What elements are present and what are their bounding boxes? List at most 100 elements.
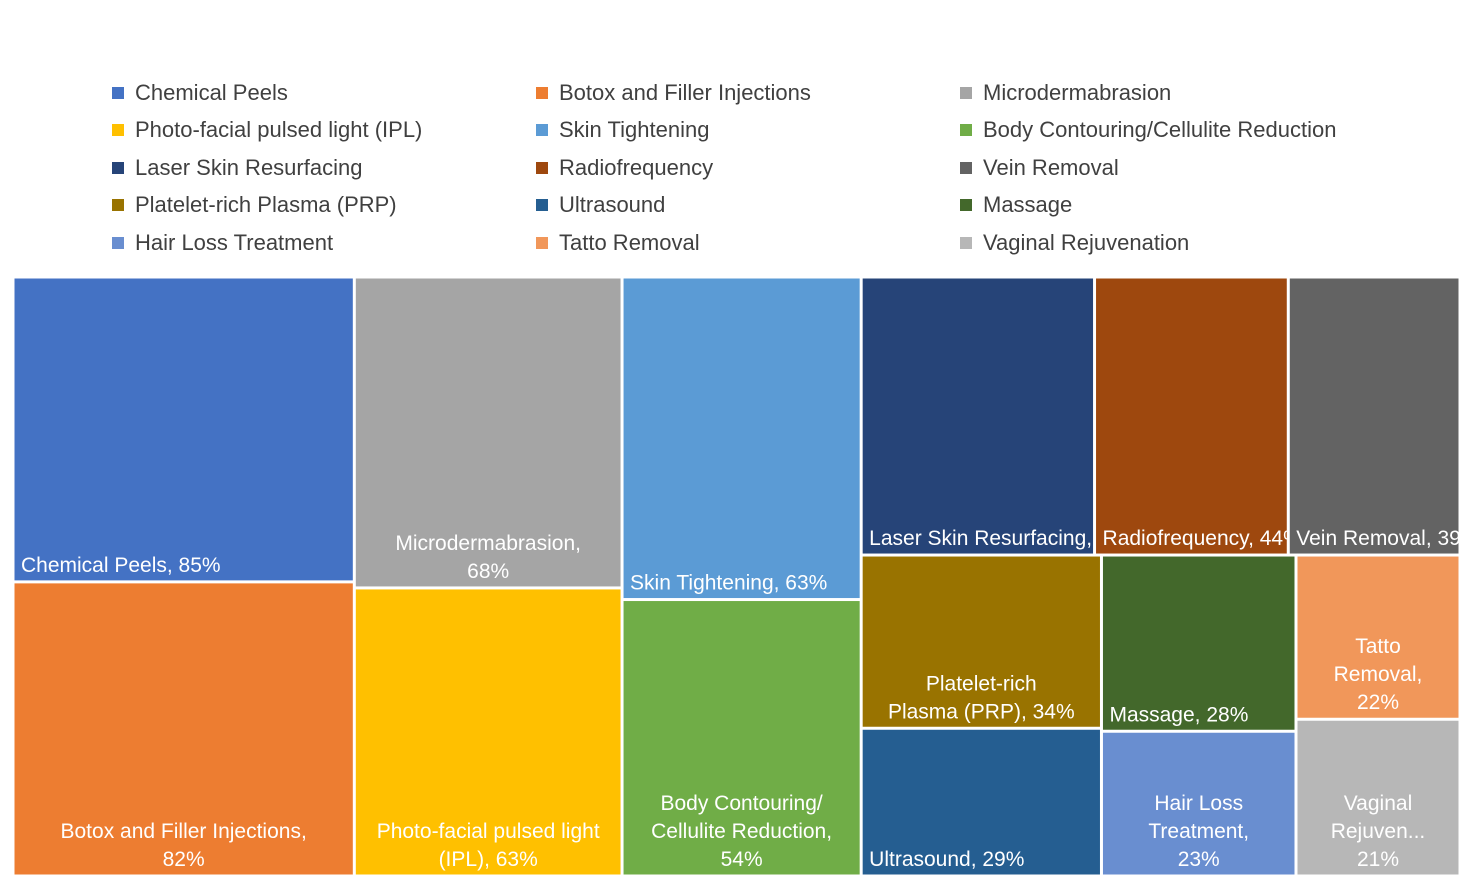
legend-label: Massage <box>983 192 1073 217</box>
tile-rect <box>862 556 1100 727</box>
legend-swatch <box>112 237 124 249</box>
tile-ultrasound: Ultrasound, 29% <box>862 729 1100 875</box>
legend-swatch <box>960 87 972 99</box>
tile-platelet-rich-plasma-prp: Platelet-rich Plasma (PRP), 34% <box>862 556 1100 727</box>
chart-legend: Chemical Peels Botox and Filler Injection… <box>0 0 1474 270</box>
tile-rect <box>1297 556 1459 718</box>
tile-rect <box>623 601 860 875</box>
tile-label: (IPL), 63% <box>439 848 538 871</box>
legend-swatch <box>960 162 972 174</box>
tile-label: Rejuven... <box>1331 820 1426 843</box>
tile-label: Treatment, <box>1148 820 1249 843</box>
tile-microdermabrasion: Microdermabrasion, 68% <box>355 278 621 587</box>
tile-label: 21% <box>1357 848 1399 871</box>
legend-swatch <box>960 199 972 211</box>
tile-label: Ultrasound, 29% <box>869 848 1024 871</box>
legend-item-laser-skin-resurfacing: Laser Skin Resurfacing <box>112 155 362 181</box>
legend-swatch <box>960 124 972 136</box>
tile-vaginal-rejuvenation: Vaginal Rejuven... 21% <box>1297 720 1459 875</box>
legend-label: Ultrasound <box>559 192 666 217</box>
legend-item-photo-facial-pulsed-light-ipl: Photo-facial pulsed light (IPL) <box>112 117 422 143</box>
legend-label: Skin Tightening <box>559 117 710 142</box>
tile-rect <box>623 278 860 599</box>
legend-swatch <box>536 124 548 136</box>
legend-item-microdermabrasion: Microdermabrasion <box>960 80 1171 106</box>
tile-rect <box>1289 278 1459 554</box>
tile-label: 82% <box>163 848 205 871</box>
legend-label: Radiofrequency <box>559 155 714 180</box>
legend-label: Photo-facial pulsed light (IPL) <box>135 117 423 142</box>
tile-label: Platelet-rich <box>926 672 1037 695</box>
legend-item-skin-tightening: Skin Tightening <box>536 117 709 143</box>
tile-label: Vein Removal, 39% <box>1296 527 1474 550</box>
tile-chemical-peels: Chemical Peels, 85% <box>14 278 353 581</box>
legend-item-body-contouring-cellulite-reduction: Body Contouring/Cellulite Reduction <box>960 117 1336 143</box>
tile-label: Botox and Filler Injections, <box>61 820 307 843</box>
tile-label: 22% <box>1357 691 1399 714</box>
legend-label: Hair Loss Treatment <box>135 230 334 255</box>
legend-item-radiofrequency: Radiofrequency <box>536 155 713 181</box>
tile-label: 54% <box>721 848 763 871</box>
legend-item-chemical-peels: Chemical Peels <box>112 80 288 106</box>
legend-label: Vein Removal <box>983 155 1119 180</box>
legend-swatch <box>536 162 548 174</box>
tile-laser-skin-resurfacing: Laser Skin Resurfacing, 53% <box>862 278 1140 554</box>
tile-body-contouring-cellulite-reduction: Body Contouring/Cellulite Reduction, 54% <box>623 601 860 875</box>
tile-label: Vaginal <box>1344 792 1413 815</box>
tile-label: Removal, <box>1334 663 1423 686</box>
tile-rect <box>14 583 353 875</box>
tile-rect <box>1297 720 1459 875</box>
tile-label: 68% <box>467 560 509 583</box>
tile-rect <box>355 589 621 875</box>
legend-label: Vaginal Rejuvenation <box>983 230 1190 255</box>
tile-rect <box>862 278 1094 554</box>
legend-item-tatto-removal: Tatto Removal <box>536 230 700 256</box>
legend-label: Laser Skin Resurfacing <box>135 155 363 180</box>
tile-label: Photo-facial pulsed light <box>377 820 600 843</box>
tile-rect <box>862 729 1100 875</box>
tile-rect <box>355 278 621 587</box>
legend-item-botox-and-filler-injections: Botox and Filler Injections <box>536 80 811 106</box>
tile-massage: Massage, 28% <box>1102 556 1295 730</box>
tile-vein-removal: Vein Removal, 39% <box>1289 278 1474 554</box>
tile-hair-loss-treatment: Hair Loss Treatment, 23% <box>1102 732 1295 875</box>
legend-label: Platelet-rich Plasma (PRP) <box>135 192 397 217</box>
legend-swatch <box>112 162 124 174</box>
tile-label: Tatto <box>1355 635 1401 658</box>
tile-label: Cellulite Reduction, <box>651 820 832 843</box>
tile-rect <box>1102 732 1295 875</box>
tile-label: Plasma (PRP), 34% <box>888 700 1075 723</box>
tile-label: Massage, 28% <box>1109 703 1248 726</box>
legend-swatch <box>536 87 548 99</box>
tile-label: Radiofrequency, 44% <box>1103 527 1302 550</box>
tile-rect <box>1096 278 1287 554</box>
tile-botox-and-filler-injections: Botox and Filler Injections, 82% <box>14 583 353 875</box>
legend-label: Chemical Peels <box>135 80 288 105</box>
legend-item-ultrasound: Ultrasound <box>536 192 665 218</box>
legend-label: Tatto Removal <box>559 230 700 255</box>
legend-swatch <box>112 87 124 99</box>
legend-swatch <box>112 124 124 136</box>
legend-item-massage: Massage <box>960 192 1072 218</box>
tile-skin-tightening: Skin Tightening, 63% <box>623 278 860 599</box>
tile-rect <box>1102 556 1295 730</box>
legend-item-hair-loss-treatment: Hair Loss Treatment <box>112 230 333 256</box>
legend-swatch <box>536 237 548 249</box>
tile-label: 23% <box>1178 848 1220 871</box>
tile-photo-facial-pulsed-light-ipl: Photo-facial pulsed light (IPL), 63% <box>355 589 621 875</box>
tile-radiofrequency: Radiofrequency, 44% <box>1096 278 1302 554</box>
tile-rect <box>14 278 353 581</box>
legend-item-vaginal-rejuvenation: Vaginal Rejuvenation <box>960 230 1189 256</box>
tile-label: Body Contouring/ <box>660 792 822 815</box>
tile-tatto-removal: Tatto Removal, 22% <box>1297 556 1459 718</box>
legend-label: Botox and Filler Injections <box>559 80 811 105</box>
legend-swatch <box>960 237 972 249</box>
tile-label: Skin Tightening, 63% <box>630 572 827 595</box>
tile-label: Laser Skin Resurfacing, 53% <box>869 527 1140 550</box>
legend-swatch <box>536 199 548 211</box>
legend-item-vein-removal: Vein Removal <box>960 155 1119 181</box>
legend-swatch <box>112 199 124 211</box>
legend-item-platelet-rich-plasma-prp: Platelet-rich Plasma (PRP) <box>112 192 397 218</box>
